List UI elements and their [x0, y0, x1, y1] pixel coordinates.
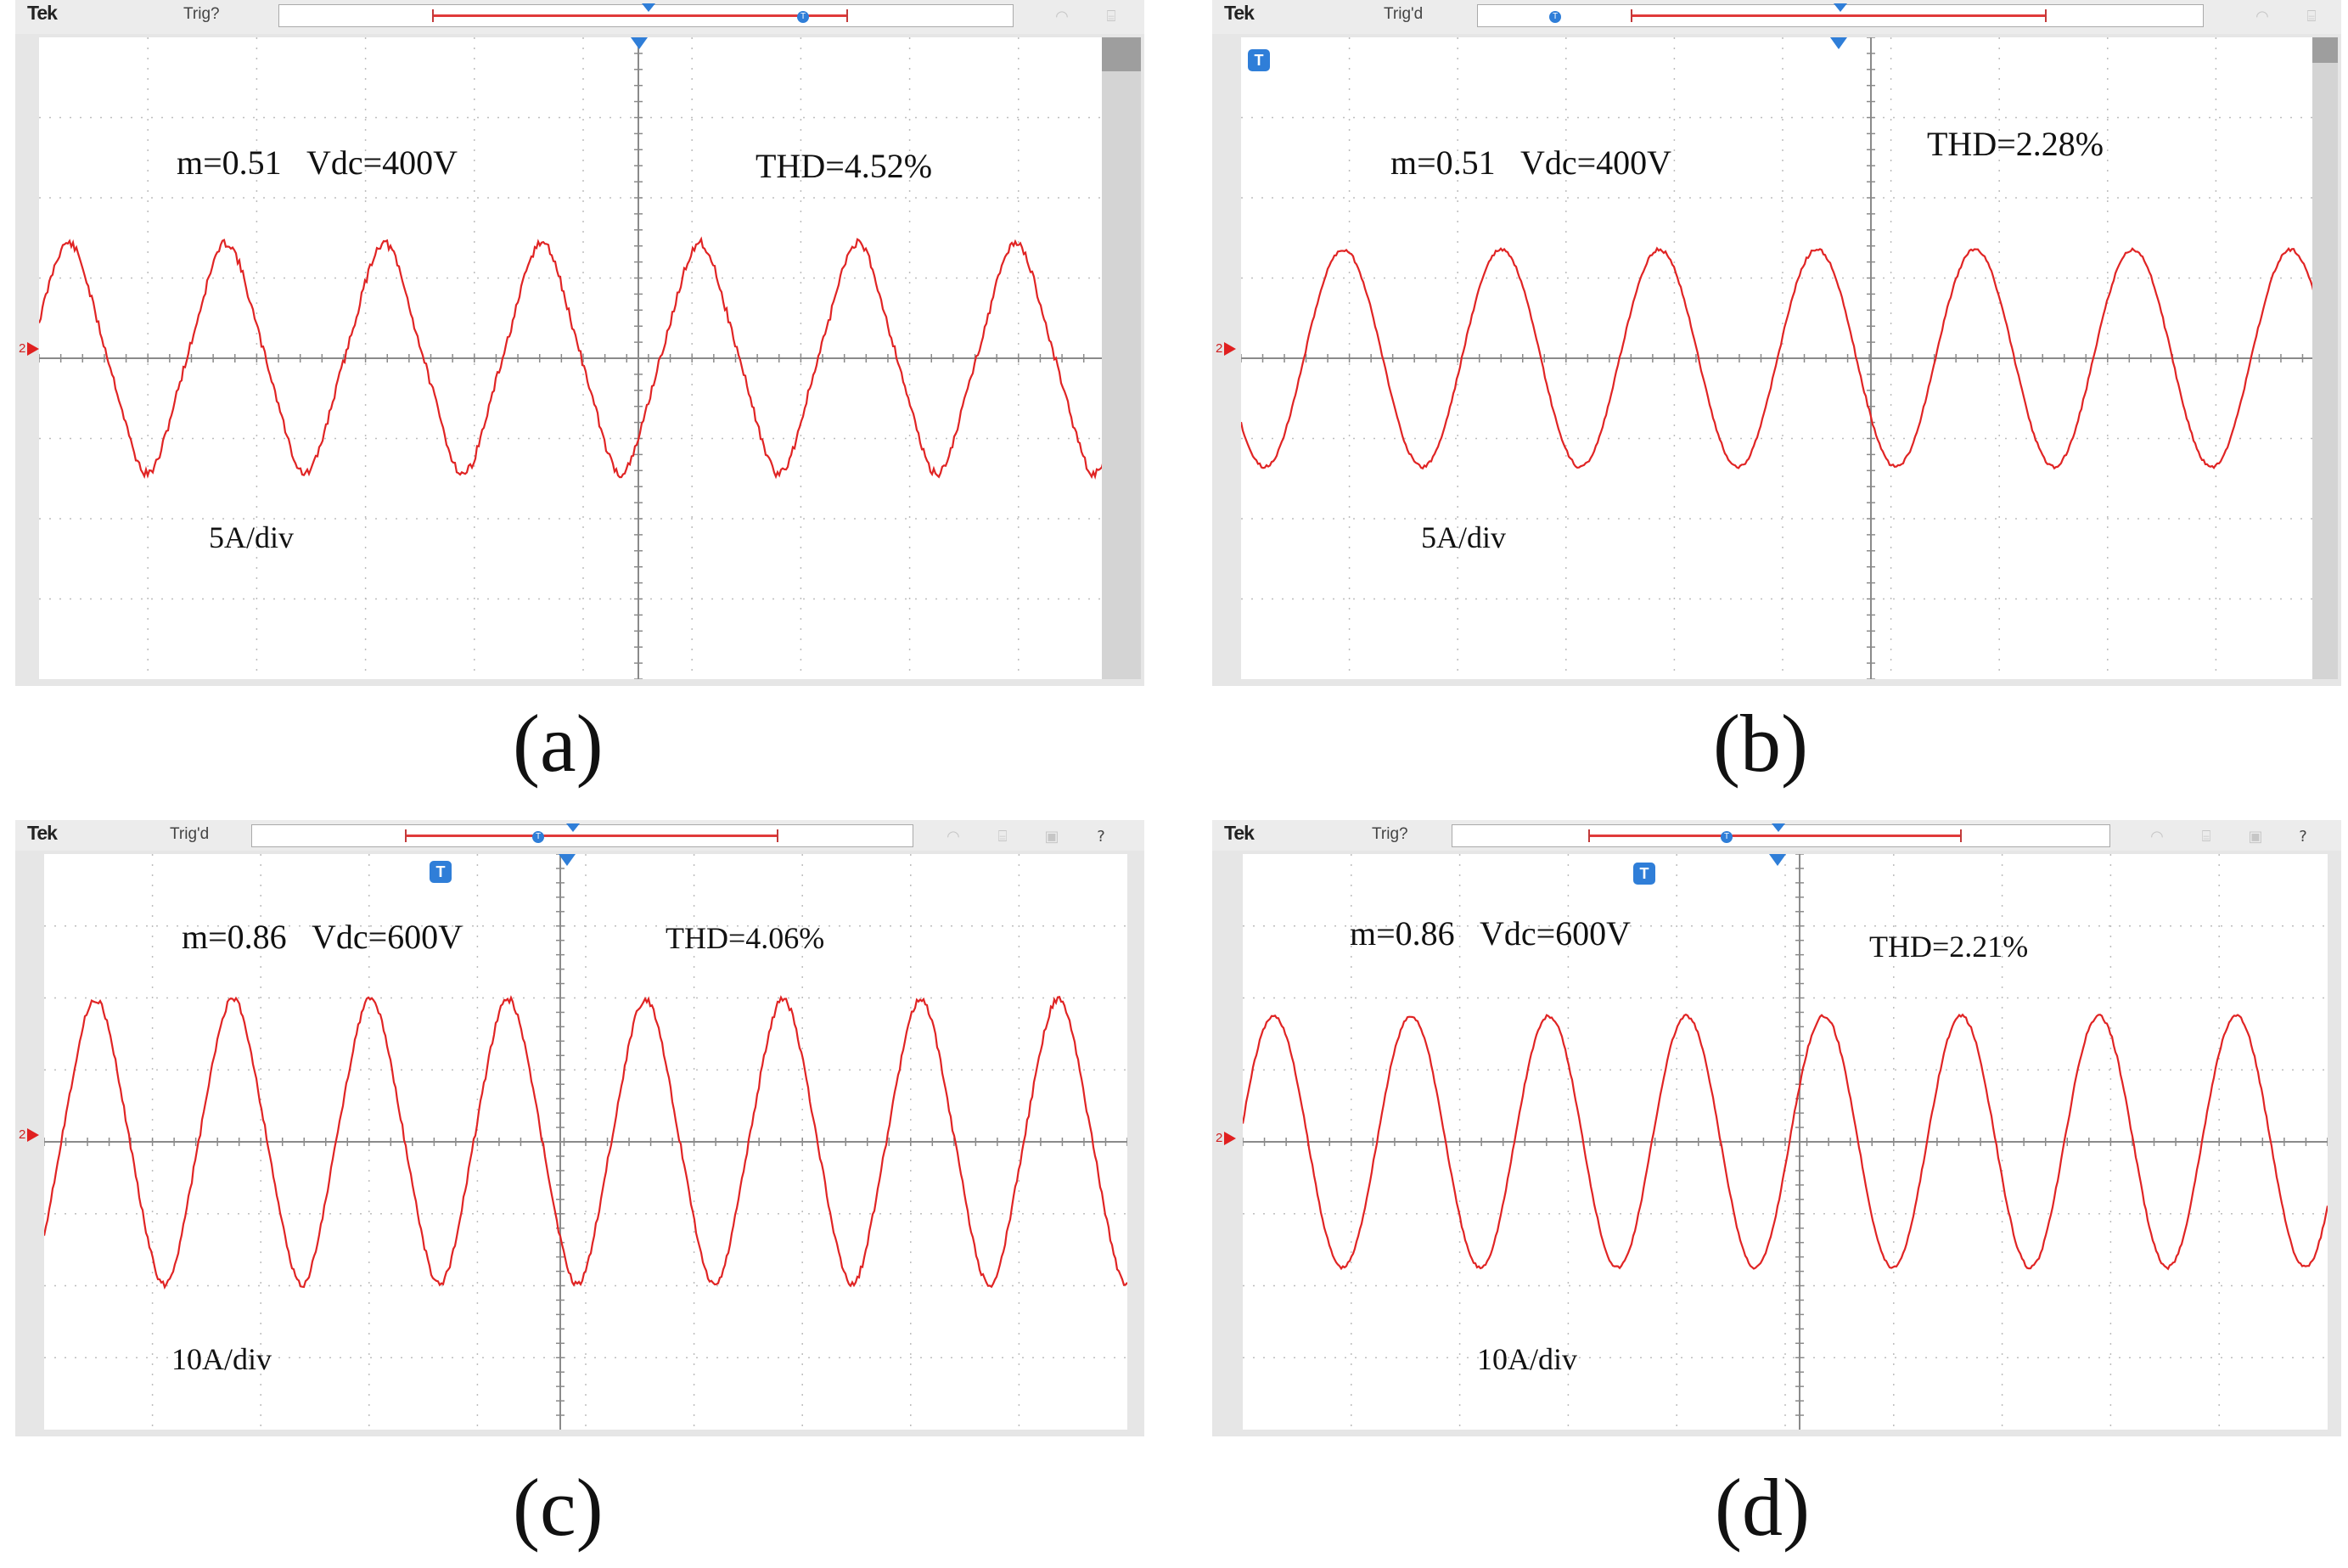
trigger-position-icon: T: [1721, 831, 1733, 843]
record-window-line: [1631, 9, 2047, 22]
brand-logo: Tek: [27, 822, 58, 844]
brand-logo: Tek: [1224, 2, 1255, 24]
waveform-screen: [1243, 854, 2328, 1430]
trigger-marker: [631, 37, 648, 49]
trigger-position-icon: T: [532, 831, 544, 843]
caption-a: (a): [513, 698, 604, 789]
record-view-bar[interactable]: T: [1452, 823, 2110, 847]
current-trace: [39, 236, 1127, 480]
ground-reference-marker: 2: [19, 1127, 40, 1143]
scope-panel-a: Tek Trig? T ◠ ⌸ 2 m=0.51 Vdc=400V THD=4.…: [15, 0, 1144, 686]
wifi-icon: ◠: [2255, 8, 2269, 25]
wifi-icon: ◠: [947, 828, 960, 846]
current-trace: [1243, 1013, 2328, 1271]
save-icon[interactable]: ▣: [2248, 828, 2263, 846]
brand-logo: Tek: [27, 2, 58, 24]
trigger-status: Trig?: [1372, 825, 1408, 843]
record-center-marker: [1772, 823, 1785, 832]
record-view-bar[interactable]: T: [278, 3, 1014, 27]
trigger-marker: [1769, 854, 1786, 866]
trigger-position-icon: T: [1549, 11, 1561, 23]
trigger-level-icon: T: [1633, 863, 1655, 885]
record-center-marker: [1834, 3, 1847, 12]
scrollbar-thumb[interactable]: [2312, 37, 2338, 63]
current-trace: [44, 995, 1127, 1290]
waveform-screen: [39, 37, 1127, 679]
waveform-screen: [1241, 37, 2324, 679]
thd-label: THD=2.21%: [1869, 930, 2029, 964]
scope-topbar: Tek Trig? T ◠ ⌸: [15, 0, 1144, 34]
params-label: m=0.86 Vdc=600V: [182, 918, 463, 956]
scope-topbar: Tek Trig? T ◠ ⌸ ▣ ?: [1212, 820, 2341, 851]
save-icon[interactable]: ▣: [1044, 828, 1059, 846]
params-label: m=0.86 Vdc=600V: [1350, 914, 1632, 953]
trigger-status: Trig'd: [170, 825, 210, 843]
help-icon[interactable]: ?: [2299, 828, 2307, 846]
trigger-level-icon: T: [430, 861, 452, 883]
trigger-marker: [559, 854, 576, 866]
record-view-bar[interactable]: T: [1477, 3, 2204, 27]
record-center-marker: [642, 3, 655, 12]
thd-label: THD=4.52%: [756, 147, 933, 185]
caption-c: (c): [513, 1462, 604, 1553]
scope-panel-d: Tek Trig? T ◠ ⌸ ▣ ? 2 T m=0.86 Vdc=600V …: [1212, 820, 2341, 1436]
record-view-bar[interactable]: T: [251, 823, 913, 847]
current-trace: [1241, 246, 2324, 470]
scrollbar[interactable]: [1102, 37, 1141, 679]
thd-label: THD=4.06%: [666, 921, 825, 955]
trigger-status: Trig'd: [1384, 5, 1424, 23]
network-icon: ⌸: [2306, 8, 2317, 25]
scale-label: 10A/div: [1477, 1342, 1578, 1376]
trigger-marker: [1830, 37, 1847, 49]
scrollbar-thumb[interactable]: [1102, 37, 1141, 71]
scope-topbar: Tek Trig'd T ◠ ⌸ ▣ ?: [15, 820, 1144, 851]
waveform-graph: [44, 854, 1127, 1430]
record-window-line: [1588, 829, 1962, 842]
caption-b: (b): [1713, 698, 1808, 789]
trigger-status: Trig?: [183, 5, 220, 23]
ground-reference-marker: 2: [1216, 341, 1237, 357]
trigger-level-icon: T: [1248, 49, 1270, 71]
scrollbar[interactable]: [2312, 37, 2338, 679]
record-center-marker: [566, 823, 580, 832]
trigger-position-icon: T: [797, 11, 809, 23]
waveform-screen: [44, 854, 1127, 1430]
thd-label: THD=2.28%: [1927, 125, 2104, 163]
params-label: m=0.51 Vdc=400V: [1390, 143, 1672, 182]
ground-reference-marker: 2: [1216, 1131, 1237, 1146]
network-icon: ⌸: [2201, 828, 2211, 846]
scale-label: 10A/div: [171, 1342, 272, 1376]
scale-label: 5A/div: [1421, 520, 1507, 554]
wifi-icon: ◠: [1055, 8, 1069, 25]
waveform-graph: [1241, 37, 2324, 679]
waveform-graph: [1243, 854, 2328, 1430]
network-icon: ⌸: [997, 828, 1008, 846]
caption-d: (d): [1715, 1462, 1810, 1553]
network-icon: ⌸: [1106, 8, 1116, 25]
scope-topbar: Tek Trig'd T ◠ ⌸: [1212, 0, 2341, 34]
ground-reference-marker: 2: [19, 341, 40, 357]
help-icon[interactable]: ?: [1097, 828, 1105, 846]
scale-label: 5A/div: [209, 520, 295, 554]
wifi-icon: ◠: [2150, 828, 2164, 846]
record-window-line: [405, 829, 778, 842]
scope-panel-b: Tek Trig'd T ◠ ⌸ 2 T m=0.51 Vdc=400V THD…: [1212, 0, 2341, 686]
scope-panel-c: Tek Trig'd T ◠ ⌸ ▣ ? 2 T m=0.86 Vdc=600V…: [15, 820, 1144, 1436]
params-label: m=0.51 Vdc=400V: [177, 143, 458, 182]
waveform-graph: [39, 37, 1127, 679]
record-window-line: [432, 9, 848, 22]
brand-logo: Tek: [1224, 822, 1255, 844]
